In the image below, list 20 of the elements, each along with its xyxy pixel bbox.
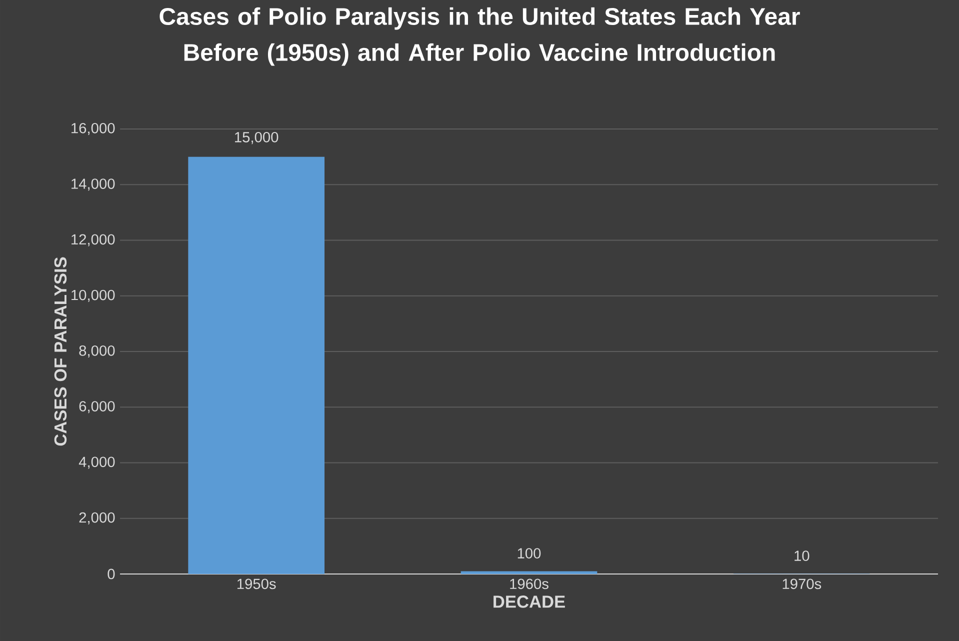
y-tick-label: 8,000 [79,345,115,358]
y-tick-label: 6,000 [79,401,115,414]
y-tick-label: 0 [108,568,115,580]
y-tick-label: 14,000 [72,178,115,191]
y-tick-label: 2,000 [79,512,115,524]
bar [460,571,598,574]
y-tick-label: 12,000 [72,234,115,246]
data-label: 100 [518,548,541,558]
x-tick-label: 1950s [237,578,276,590]
x-axis-title: DECADE [494,596,565,608]
y-tick-label: 10,000 [72,290,115,302]
bar [188,156,325,574]
y-axis-title: CASES OF PARALYSIS [54,257,67,446]
data-label: 10 [794,550,810,561]
data-label: 15,000 [235,132,278,144]
y-tick-label: 4,000 [78,456,115,469]
y-tick-label: 16,000 [72,122,115,136]
chart-title: Cases of Polio Paralysis in the United States Each Year Before (1950s) and After Polio Vaccine Introduction [160,7,800,66]
x-tick-label: 1960s [510,578,548,590]
x-tick-label: 1970s [782,578,822,590]
